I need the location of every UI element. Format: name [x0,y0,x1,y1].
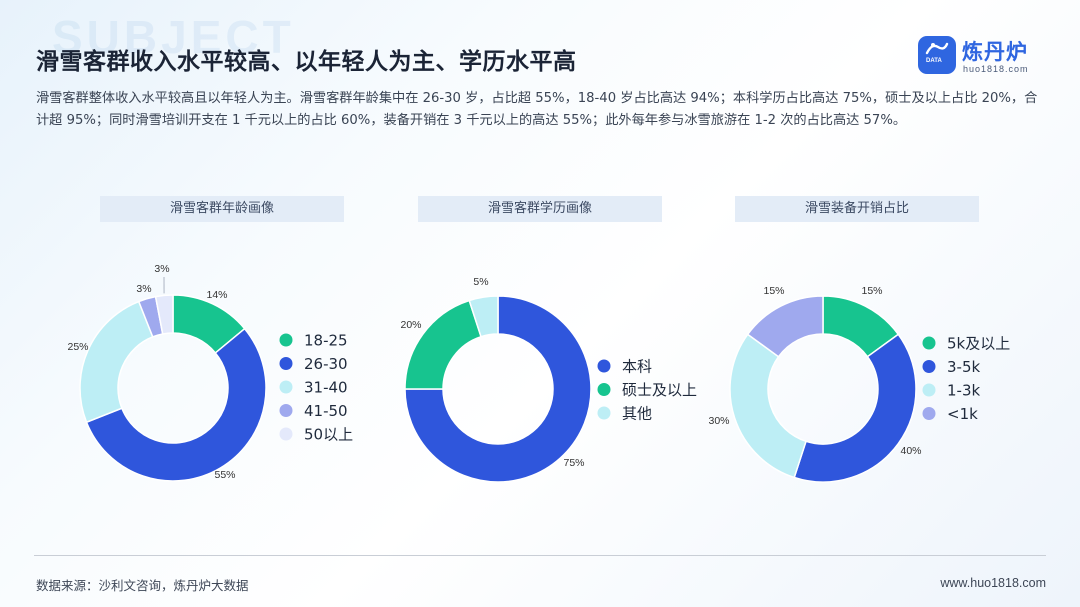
data-source: 数据来源：沙利文咨询，炼丹炉大数据 [36,578,249,593]
legend-label-equipment-0: 5k及以上 [947,335,1010,353]
chart-title-equipment: 滑雪装备开销占比 [735,196,979,222]
legend-marker-equipment-1 [922,360,936,373]
slice-label-age-1: 55% [214,469,235,481]
legend-marker-age-3 [279,404,293,417]
footer-divider [34,555,1046,556]
legend-label-age-2: 31-40 [304,379,348,397]
donut-slice-education-1 [404,299,482,390]
donut-slice-age-2 [79,300,154,424]
slice-label-age-0: 14% [206,289,227,301]
donut-slice-education-0 [404,295,592,483]
legend-marker-equipment-3 [922,407,936,420]
legend-marker-equipment-2 [922,383,936,397]
website-url[interactable]: www.huo1818.com [940,576,1046,590]
legend-label-education-1: 硕士及以上 [622,381,697,399]
brand-logo: DATA 炼丹炉 huo1818.com [918,36,1050,78]
donut-slice-age-4 [154,294,174,335]
donut-slice-equipment-3 [746,295,824,358]
legend-marker-age-0 [279,333,293,347]
donut-slice-age-1 [85,327,267,482]
page-title: 滑雪客群收入水平较高、以年轻人为主、学历水平高 [36,49,577,75]
slice-label-age-4: 3% [154,263,169,275]
slice-label-education-1: 20% [400,319,421,331]
slice-label-age-2: 25% [67,341,88,353]
legend-label-equipment-2: 1-3k [947,382,980,400]
legend-label-age-0: 18-25 [304,332,348,350]
legend-marker-education-2 [597,406,611,420]
logo-mark-icon: DATA [918,36,956,74]
legend-label-education-2: 其他 [622,405,652,423]
logo-url: huo1818.com [963,64,1029,74]
chart-title-education: 滑雪客群学历画像 [418,196,662,222]
slice-label-age-3: 3% [136,283,151,295]
legend-label-age-1: 26-30 [304,355,348,373]
summary-paragraph: 滑雪客群整体收入水平较高且以年轻人为主。滑雪客群年龄集中在 26-30 岁，占比… [36,91,1038,128]
legend-label-age-3: 41-50 [304,402,348,420]
slice-label-equipment-3: 15% [763,285,784,297]
legend-label-education-0: 本科 [622,358,652,376]
background-watermark-word: SUBJECT [52,11,295,63]
slice-label-education-0: 75% [563,457,584,469]
donut-slice-equipment-1 [793,333,917,483]
slice-label-equipment-0: 15% [861,285,882,297]
logo-name: 炼丹炉 [962,40,1028,64]
legend-marker-age-1 [279,357,293,370]
slice-label-equipment-2: 30% [708,415,729,427]
legend-label-equipment-3: <1k [947,405,978,423]
legend-marker-education-0 [597,359,611,373]
legend-marker-education-1 [597,383,611,396]
logo-tag: DATA [926,58,942,64]
slice-label-education-2: 5% [473,276,488,288]
donut-slice-equipment-2 [729,333,807,479]
donut-slice-education-2 [468,295,499,338]
legend-label-age-4: 50以上 [304,426,353,444]
legend-marker-age-2 [279,380,293,394]
chart-title-age: 滑雪客群年龄画像 [100,196,344,222]
legend-label-equipment-1: 3-5k [947,358,980,376]
legend-marker-equipment-0 [922,336,936,350]
donut-charts: 14% 55% 25% 3%3% 18-25 26-30 31-40 41-50 50以上 75%… [67,263,1010,483]
legend-marker-age-4 [279,427,293,441]
slice-label-equipment-1: 40% [900,445,921,457]
